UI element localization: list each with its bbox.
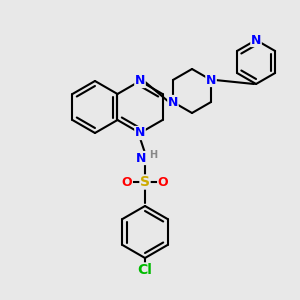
Text: O: O <box>122 176 132 188</box>
Text: N: N <box>135 74 145 88</box>
Text: H: H <box>149 150 157 160</box>
Text: S: S <box>140 175 150 189</box>
Text: N: N <box>136 152 146 164</box>
Text: N: N <box>168 95 178 109</box>
Text: N: N <box>135 127 145 140</box>
Text: N: N <box>251 34 261 46</box>
Text: N: N <box>206 74 216 86</box>
Text: O: O <box>158 176 168 188</box>
Text: Cl: Cl <box>138 263 152 277</box>
